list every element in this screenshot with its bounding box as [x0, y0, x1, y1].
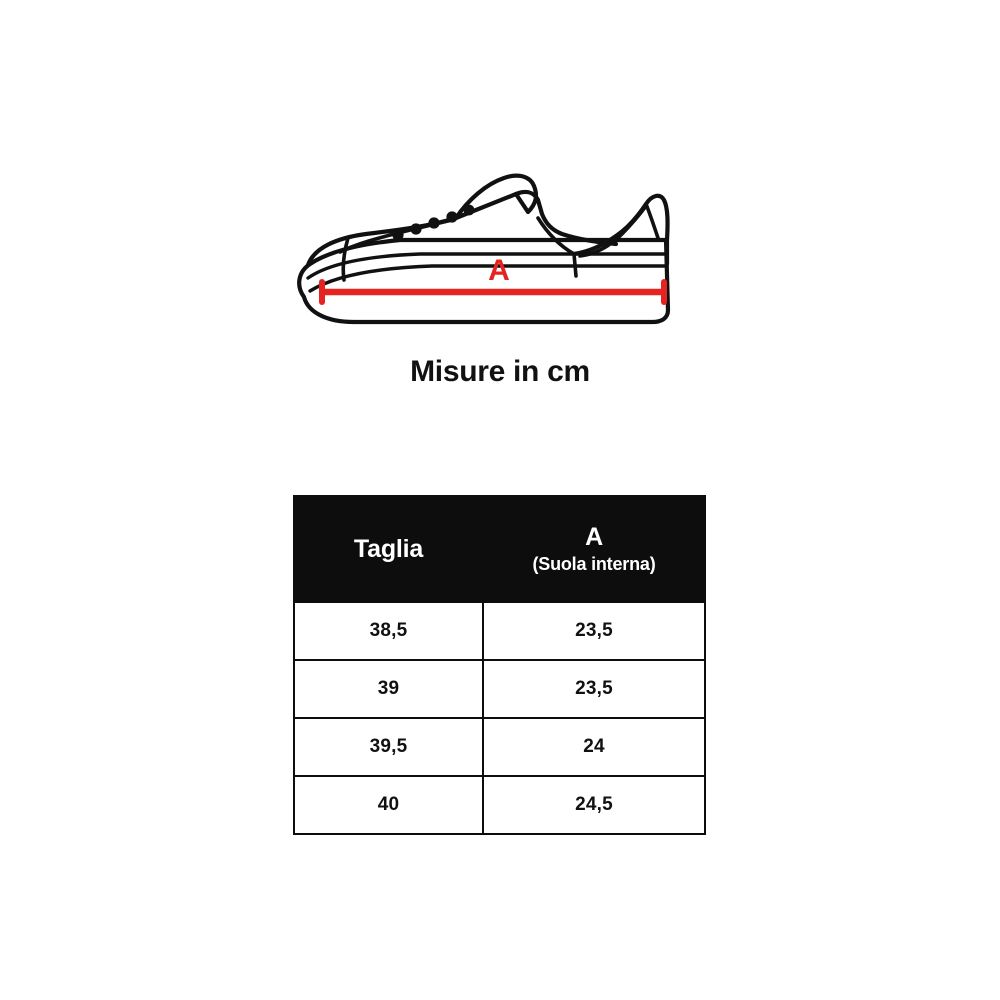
sneaker-illustration: A — [297, 173, 671, 325]
upper-path — [305, 189, 619, 268]
cell-size: 38,5 — [293, 601, 484, 661]
eyelet-icon — [428, 217, 440, 229]
cell-insole: 23,5 — [482, 601, 706, 661]
size-chart-table: Taglia A (Suola interna) 38,5 23,5 39 23… — [293, 495, 706, 835]
eyelet-icon — [392, 229, 404, 241]
table-row: 39,5 24 — [293, 717, 706, 777]
eyelet-icon — [463, 204, 475, 216]
caption-misure-in-cm: Misure in cm — [410, 355, 590, 388]
cell-insole: 24 — [482, 717, 706, 777]
midsole-line-upper — [306, 252, 668, 280]
tongue-path — [453, 173, 539, 221]
table-row: 39 23,5 — [293, 659, 706, 719]
cell-insole: 23,5 — [482, 659, 706, 719]
shoe-diagram: A — [280, 160, 700, 345]
measurement-line-a — [319, 279, 667, 305]
heel-collar-inner — [578, 204, 648, 258]
column-header-a: A (Suola interna) — [482, 495, 706, 603]
eyelet-icon — [446, 211, 458, 223]
eyelet-icon — [410, 223, 422, 235]
cell-insole: 24,5 — [482, 775, 706, 835]
table-body: 38,5 23,5 39 23,5 39,5 24 40 24,5 — [293, 601, 706, 835]
column-header-taglia: Taglia — [293, 495, 484, 603]
cell-size: 40 — [293, 775, 484, 835]
table-row: 38,5 23,5 — [293, 601, 706, 661]
column-header-taglia-label: Taglia — [353, 534, 424, 563]
heel-tab — [644, 202, 660, 240]
lace-eyelets-group — [392, 204, 475, 241]
column-header-a-sublabel: (Suola interna) — [532, 553, 656, 574]
column-header-a-label: A — [585, 522, 603, 551]
table-header-row: Taglia A (Suola interna) — [293, 495, 706, 603]
measure-label-a: A — [488, 254, 510, 287]
cell-size: 39 — [293, 659, 484, 719]
table-header: Taglia A (Suola interna) — [293, 495, 706, 603]
toe-cap-seam — [341, 236, 350, 282]
cell-size: 39,5 — [293, 717, 484, 777]
table-row: 40 24,5 — [293, 775, 706, 835]
shoe-outline-group — [297, 173, 671, 325]
